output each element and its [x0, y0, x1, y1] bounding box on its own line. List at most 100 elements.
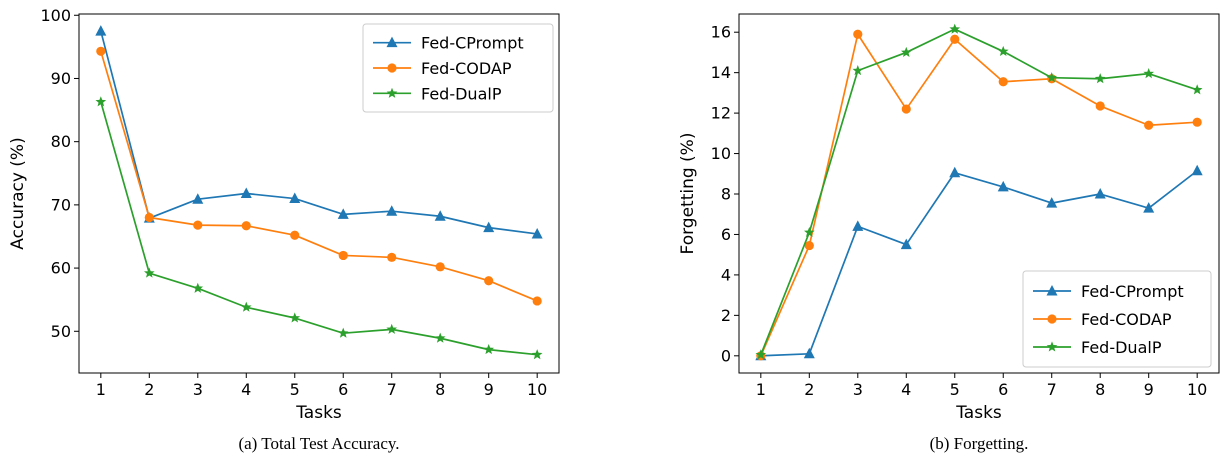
data-point-fed-cprompt-4 [900, 238, 912, 250]
data-point-fed-cprompt-9 [483, 221, 495, 233]
data-point-fed-cprompt-2 [803, 347, 815, 359]
x-tick-label: 7 [1047, 380, 1057, 399]
x-tick-label: 8 [1095, 380, 1105, 399]
data-point-fed-dualp-4 [240, 301, 252, 312]
data-point-fed-dualp-1 [755, 349, 767, 360]
data-point-fed-cprompt-6 [337, 208, 349, 219]
data-point-fed-dualp-2 [143, 267, 155, 278]
legend-marker-fed-codap [1047, 314, 1057, 324]
legend-box [1022, 270, 1212, 368]
data-point-fed-dualp-8 [434, 332, 446, 343]
data-point-fed-codap-1 [96, 46, 106, 56]
data-point-fed-cprompt-3 [192, 193, 204, 204]
data-point-fed-codap-8 [1095, 101, 1105, 111]
figure-caption: (b) Forgetting. [930, 434, 1029, 453]
data-point-fed-codap-10 [1192, 117, 1202, 127]
data-point-fed-cprompt-4 [240, 187, 252, 198]
data-point-fed-cprompt-5 [949, 166, 961, 178]
chart-panel-1: 1 2 3 4 5 6 7 8 9 10 50 60 70 80 90 100 Tasks Accuracy (%… [8, 6, 560, 453]
data-point-fed-codap-5 [950, 34, 960, 44]
data-point-fed-codap-4 [241, 221, 251, 231]
x-tick-label: 8 [435, 380, 445, 399]
x-tick-label: 6 [338, 380, 348, 399]
x-tick-label: 6 [998, 380, 1008, 399]
x-tick-label: 3 [193, 380, 203, 399]
legend: Fed-CPrompt Fed-CODAP Fed-DualP [362, 23, 554, 113]
data-point-fed-codap-4 [901, 104, 911, 114]
x-tick-label: 1 [96, 380, 106, 399]
y-tick-label: 100 [40, 6, 71, 25]
data-point-fed-cprompt-5 [289, 192, 301, 204]
x-tick-label: 7 [387, 380, 397, 399]
data-point-fed-dualp-1 [95, 96, 107, 107]
data-point-fed-dualp-3 [192, 282, 204, 293]
series-line-fed-codap [760, 33, 1198, 357]
data-point-fed-codap-7 [387, 252, 397, 262]
x-tick-label: 1 [756, 380, 766, 399]
data-point-fed-dualp-9 [1143, 68, 1155, 79]
data-point-fed-cprompt-3 [852, 220, 864, 231]
x-tick-label: 5 [290, 380, 300, 399]
data-point-fed-codap-9 [1144, 120, 1154, 130]
data-point-fed-codap-6 [338, 250, 348, 261]
data-point-fed-codap-6 [998, 77, 1008, 87]
plot-frame [78, 13, 560, 374]
y-tick-label: 14 [711, 63, 731, 82]
data-point-fed-dualp-7 [386, 323, 398, 334]
data-point-fed-dualp-7 [1046, 72, 1058, 83]
data-point-fed-codap-10 [532, 296, 542, 306]
data-point-fed-codap-2 [144, 212, 154, 223]
x-tick-label: 4 [241, 380, 251, 399]
plot-frame [738, 13, 1220, 374]
data-point-fed-cprompt-1 [95, 25, 107, 36]
series-line-fed-dualp [100, 101, 538, 356]
y-tick-label: 4 [721, 265, 731, 284]
y-tick-label: 80 [51, 132, 71, 151]
chart-panel-2: 1 2 3 4 5 6 7 8 9 100246810121416TasksForgetting … [678, 13, 1220, 453]
legend-box [362, 23, 554, 113]
legend-label-fed-codap: Fed-CODAP [421, 59, 512, 78]
series-line-fed-dualp [760, 28, 1198, 356]
data-point-fed-dualp-2 [803, 226, 815, 237]
data-point-fed-cprompt-10 [531, 227, 543, 239]
x-axis-label: Tasks [295, 403, 342, 423]
data-point-fed-cprompt-10 [1191, 164, 1203, 176]
y-tick-label: 0 [721, 346, 731, 365]
data-point-fed-cprompt-7 [386, 205, 398, 216]
data-point-fed-codap-5 [290, 230, 300, 240]
series-line-fed-codap [100, 51, 538, 302]
legend-label-fed-dualp: Fed-DualP [421, 84, 502, 103]
x-tick-label: 4 [901, 380, 911, 399]
y-tick-label: 6 [721, 225, 731, 244]
y-tick-label: 8 [721, 185, 731, 204]
data-point-fed-dualp-3 [852, 65, 864, 76]
y-tick-label: 60 [51, 259, 71, 278]
series-line-fed-cprompt [99, 30, 538, 235]
x-tick-label: 10 [1187, 380, 1207, 399]
data-point-fed-cprompt-8 [434, 210, 446, 221]
legend-marker-fed-codap [387, 63, 397, 73]
y-axis-label: Forgetting (%) [678, 133, 698, 255]
legend-label-fed-codap: Fed-CODAP [1081, 310, 1172, 329]
legend-label-fed-dualp: Fed-DualP [1081, 338, 1162, 357]
data-point-fed-dualp-9 [483, 344, 495, 355]
data-point-fed-dualp-10 [531, 349, 543, 360]
data-point-fed-cprompt-9 [1143, 202, 1155, 213]
legend-label-fed-cprompt: Fed-CPrompt [1081, 282, 1184, 301]
data-point-fed-dualp-8 [1094, 73, 1106, 84]
legend: Fed-CPrompt Fed-CODAP Fed-DualP [1022, 270, 1212, 368]
y-tick-label: 70 [51, 195, 71, 214]
y-tick-label: 90 [51, 69, 71, 88]
y-tick-label: 12 [711, 104, 731, 123]
x-axis-label: Tasks [955, 403, 1002, 423]
data-point-fed-cprompt-6 [997, 180, 1009, 192]
series-line-fed-cprompt [760, 170, 1198, 357]
data-point-fed-dualp-4 [900, 46, 912, 57]
x-tick-label: 3 [853, 380, 863, 399]
data-point-fed-codap-2 [804, 240, 814, 251]
legend-marker-fed-dualp [1046, 341, 1058, 352]
x-tick-label: 9 [1144, 380, 1154, 399]
y-tick-label: 10 [711, 144, 731, 163]
figure-caption: (a) Total Test Accuracy. [238, 434, 399, 453]
